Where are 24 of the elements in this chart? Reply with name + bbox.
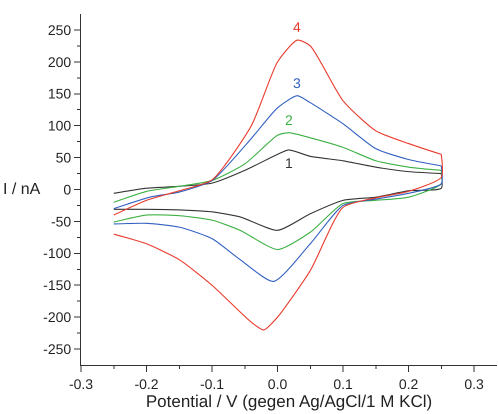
x-tick-label: 0.2 xyxy=(398,376,418,392)
y-tick-label: -200 xyxy=(43,309,72,326)
y-axis-title: I / nA xyxy=(3,181,41,198)
y-tick-label: 100 xyxy=(48,118,72,134)
y-tick-label: 200 xyxy=(48,54,72,70)
y-tick-label: 50 xyxy=(56,149,72,166)
y-tick-label: -150 xyxy=(43,277,72,294)
y-tick-label: -100 xyxy=(43,245,72,262)
annotation: 1 xyxy=(285,155,293,171)
annotation: 3 xyxy=(293,75,301,91)
annotation: 4 xyxy=(293,19,301,35)
y-tick-label: 150 xyxy=(48,86,72,102)
x-tick-label: 0.1 xyxy=(333,376,353,392)
y-tick-label: 0 xyxy=(63,181,72,198)
annotation: 2 xyxy=(285,112,293,128)
x-tick-label: -0.2 xyxy=(134,376,159,392)
x-axis-title: Potential / V (gegen Ag/AgCl/1 M KCl) xyxy=(146,392,432,412)
x-tick-label: -0.3 xyxy=(68,376,94,392)
x-tick-label: 0.0 xyxy=(268,376,288,392)
y-tick-label: -250 xyxy=(43,340,72,357)
x-tick-label: -0.1 xyxy=(200,376,224,392)
x-tick-label: 0.3 xyxy=(464,376,484,392)
y-tick-label: 250 xyxy=(48,22,72,38)
y-tick-label: -50 xyxy=(50,213,72,230)
